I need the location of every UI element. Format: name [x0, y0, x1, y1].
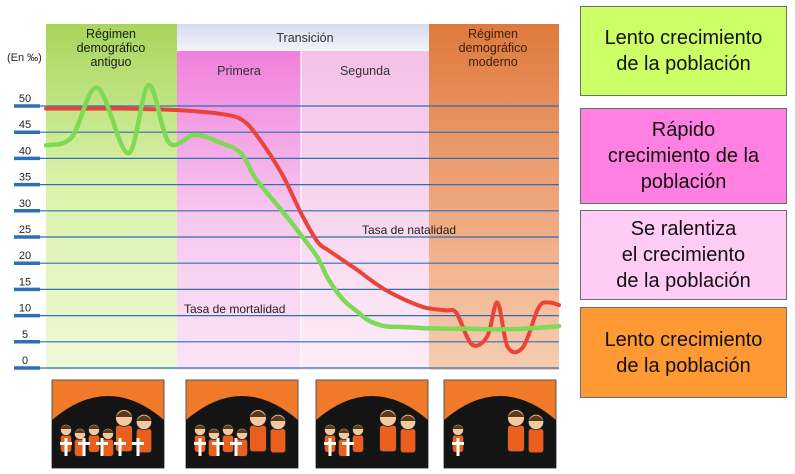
outcome-box-1: Lento crecimiento de la población	[580, 6, 787, 96]
y-tick-label: 40	[19, 145, 31, 157]
natalidad-curve	[44, 106, 561, 355]
phase-antiguo-bg	[46, 24, 177, 370]
y-tick-label: 10	[19, 303, 31, 315]
phase-title-primera: Primera	[217, 64, 261, 78]
family-illustration	[185, 379, 299, 469]
outcome-box-3: Se ralentiza el crecimiento de la poblac…	[580, 210, 787, 300]
y-tick-label: 30	[19, 198, 31, 210]
y-tick-label: 45	[19, 119, 31, 131]
y-tick-label: 0	[22, 355, 28, 367]
y-tick-label: 50	[19, 93, 31, 105]
gridlines	[14, 105, 559, 369]
y-axis-ticks: 0 5 10 15 20 25 30 35 40 45 50	[14, 93, 40, 370]
family-illustration	[443, 379, 557, 469]
mortalidad-label: Tasa de mortalidad	[184, 302, 285, 316]
phase-transicion-header-bg	[177, 24, 429, 51]
outcome-box-2: Rápido crecimiento de la población	[580, 108, 787, 204]
family-illustration	[51, 379, 165, 469]
y-tick-label: 5	[22, 329, 28, 341]
phase-title-segunda: Segunda	[340, 64, 390, 78]
phase-title-moderno: Régimen demográfico moderno	[459, 27, 528, 69]
unit-label: (En ‰)	[7, 52, 42, 64]
natalidad-label: Tasa de natalidad	[362, 223, 456, 237]
y-tick-label: 25	[19, 224, 31, 236]
family-illustrations	[51, 379, 557, 469]
y-tick-label: 15	[19, 276, 31, 288]
mortalidad-curve	[43, 82, 562, 332]
y-tick-label: 35	[19, 172, 31, 184]
phase-backgrounds	[46, 24, 559, 370]
phase-title-transicion: Transición	[276, 31, 333, 45]
outcome-box-4: Lento crecimiento de la población	[580, 307, 787, 398]
family-illustration	[315, 379, 429, 469]
y-tick-label: 20	[19, 250, 31, 262]
phase-title-antiguo: Régimen demográfico antiguo	[77, 27, 146, 69]
